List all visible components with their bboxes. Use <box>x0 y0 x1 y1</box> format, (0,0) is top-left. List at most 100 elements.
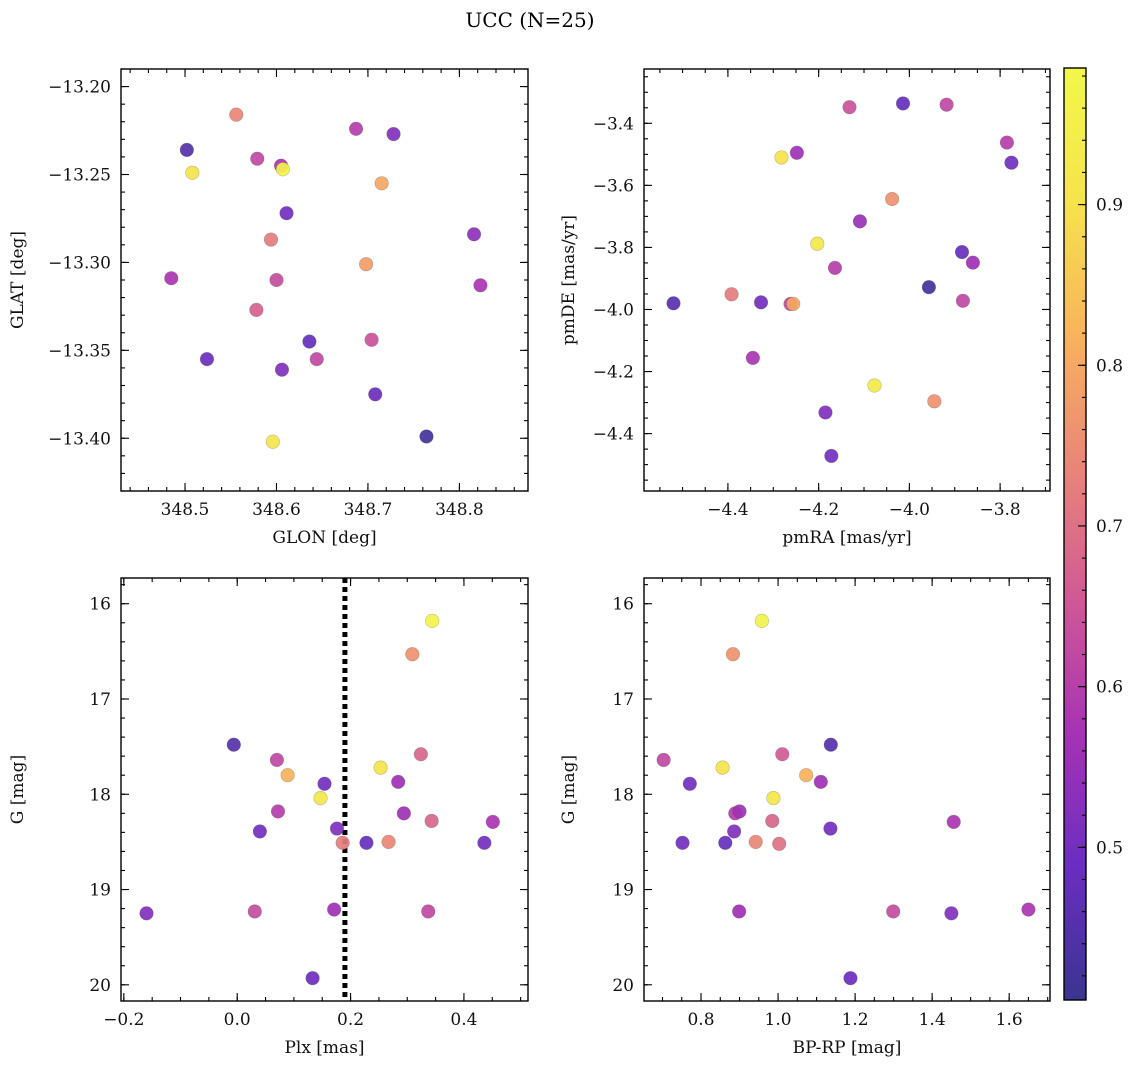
y-tick-label: 16 <box>612 595 634 615</box>
y-tick-label: 18 <box>612 785 634 805</box>
data-point <box>185 165 200 180</box>
colorbar-tick-label: 0.5 <box>1096 838 1123 858</box>
data-point <box>247 904 262 919</box>
axes-frame <box>120 68 529 492</box>
x-tick-label: −4.0 <box>889 500 930 520</box>
data-point <box>485 814 500 829</box>
data-point <box>250 151 265 166</box>
data-point <box>818 405 833 420</box>
data-point <box>843 971 858 986</box>
data-point <box>827 260 843 275</box>
data-point <box>265 434 280 449</box>
x-tick-label: 348.5 <box>161 500 210 520</box>
y-tick-label: 18 <box>89 785 111 805</box>
data-point <box>799 768 814 783</box>
data-point <box>229 107 244 122</box>
y-tick-label: −3.4 <box>593 114 634 134</box>
data-point <box>419 429 434 444</box>
data-point <box>466 227 482 242</box>
x-axis-label: BP-RP [mag] <box>793 1038 902 1058</box>
plot-area <box>644 578 1050 1001</box>
data-point <box>391 774 406 789</box>
y-tick-label: −13.20 <box>48 78 111 98</box>
y-tick-label: −13.30 <box>48 253 111 273</box>
data-point <box>425 613 440 628</box>
y-tick-label: −4.2 <box>593 363 634 383</box>
data-point <box>823 821 838 836</box>
data-point <box>396 806 411 821</box>
data-point <box>732 804 747 819</box>
y-axis-label: G [mag] <box>8 755 28 824</box>
data-point <box>789 145 804 160</box>
x-tick-label: 1.4 <box>919 1010 946 1030</box>
data-point <box>305 971 320 986</box>
colorbar-frame <box>1063 67 1087 1001</box>
data-point <box>405 647 420 662</box>
data-point <box>302 334 317 349</box>
y-tick-label: 19 <box>612 881 634 901</box>
data-point <box>727 824 742 839</box>
data-point <box>927 394 942 409</box>
axes-frame <box>643 68 1051 492</box>
data-point <box>1004 155 1019 170</box>
colorbar-tick-label: 0.8 <box>1096 356 1123 376</box>
data-point <box>765 813 780 829</box>
data-point <box>939 97 954 112</box>
data-point <box>313 790 328 806</box>
x-tick-label: 0.0 <box>224 1010 251 1030</box>
data-point <box>270 804 286 819</box>
panel-plx-g: −0.2 0.0 0.2 0.4 16 17 18 19 20 Plx [mas] G [mag] <box>8 577 529 1058</box>
panel-glon-glat: 348.5 348.6 348.7 348.8 −13.40 −13.35 −13.30 −1… <box>8 68 529 548</box>
x-tick-label: 348.7 <box>344 500 393 520</box>
data-point <box>786 296 801 311</box>
data-point <box>772 836 787 851</box>
y-tick-label: 19 <box>89 881 111 901</box>
x-tick-label: −0.2 <box>103 1010 144 1030</box>
data-point <box>732 904 747 919</box>
data-point <box>275 162 290 177</box>
y-axis-label: G [mag] <box>559 755 579 824</box>
panel-pmra-pmde: −4.4 −4.2 −4.0 −3.8 −4.4 −4.2 −4.0 −3.8 −3.6 −3.4… <box>559 68 1051 548</box>
axes-frame <box>120 577 529 1002</box>
data-point <box>895 96 911 111</box>
data-point <box>373 760 388 775</box>
data-point <box>753 295 769 310</box>
data-point <box>348 121 364 136</box>
data-point <box>774 150 789 165</box>
data-point <box>413 747 428 762</box>
y-tick-label: 16 <box>89 595 111 615</box>
y-tick-label: 20 <box>89 976 111 996</box>
panel-bprp-g: 0.8 1.0 1.2 1.4 1.6 16 17 18 19 20 BP-RP [mag] G [m… <box>559 577 1051 1058</box>
data-point <box>364 332 379 347</box>
data-point <box>139 906 154 921</box>
data-point <box>164 271 179 286</box>
x-tick-label: 0.4 <box>450 1010 477 1030</box>
data-point <box>824 448 839 464</box>
data-point <box>329 821 345 836</box>
y-tick-label: 20 <box>612 976 634 996</box>
plot-area <box>121 69 528 491</box>
data-point <box>813 774 828 789</box>
x-tick-label: −4.2 <box>798 500 839 520</box>
data-point <box>766 790 781 806</box>
data-point <box>179 142 194 157</box>
data-point <box>842 100 857 115</box>
x-tick-label: 1.6 <box>996 1010 1023 1030</box>
y-axis-label: pmDE [mas/yr] <box>559 215 579 345</box>
x-tick-label: −3.8 <box>979 500 1020 520</box>
data-point <box>944 906 959 921</box>
data-point <box>775 747 790 762</box>
y-tick-label: 17 <box>89 690 111 710</box>
data-point <box>810 236 825 251</box>
data-point <box>656 752 671 768</box>
data-point <box>666 296 681 311</box>
x-axis-label: GLON [deg] <box>272 528 376 548</box>
data-point <box>421 904 436 919</box>
data-point <box>1021 902 1036 917</box>
x-tick-label: 348.8 <box>435 500 484 520</box>
data-point <box>754 613 769 628</box>
colorbar-gradient <box>1064 68 1086 1000</box>
data-point <box>715 760 730 775</box>
y-axis-label: GLAT [deg] <box>8 231 28 329</box>
